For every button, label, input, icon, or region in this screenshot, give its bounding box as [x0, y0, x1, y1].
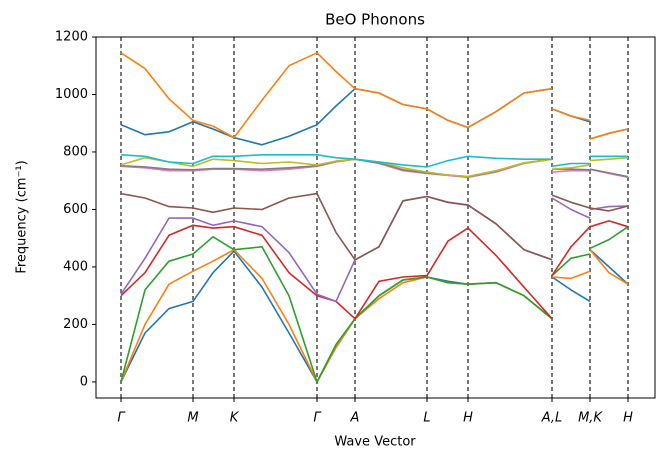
x-tick-label: H: [463, 411, 473, 426]
plot-frame: [95, 36, 656, 399]
y-tick-label: 0: [80, 374, 88, 389]
x-tick-label: A: [350, 411, 360, 426]
y-tick-label: 400: [63, 259, 88, 274]
y-tick-label: 1000: [55, 87, 88, 102]
y-tick-label: 600: [63, 202, 88, 217]
x-axis-label: Wave Vector: [334, 435, 416, 450]
x-tick-label: L: [423, 411, 430, 426]
x-tick-label: Γ: [117, 411, 126, 426]
x-tick-label: A,L: [541, 411, 563, 426]
band-line: [120, 52, 629, 140]
x-tick-label: M,K: [578, 411, 603, 426]
y-tick-label: 1200: [55, 30, 88, 45]
y-tick-label: 200: [63, 317, 88, 332]
band-line: [120, 192, 629, 261]
x-tick-label: M: [187, 411, 198, 426]
x-tick-label: K: [230, 411, 240, 426]
x-tick-label: H: [623, 411, 633, 426]
band-line: [120, 156, 629, 178]
y-tick-label: 800: [63, 144, 88, 159]
y-axis-label: Frequency (cm⁻¹): [15, 160, 30, 273]
band-line: [120, 154, 628, 168]
x-tick-label: Γ: [313, 411, 322, 426]
band-line: [120, 226, 629, 383]
chart-title: BeO Phonons: [325, 11, 425, 29]
